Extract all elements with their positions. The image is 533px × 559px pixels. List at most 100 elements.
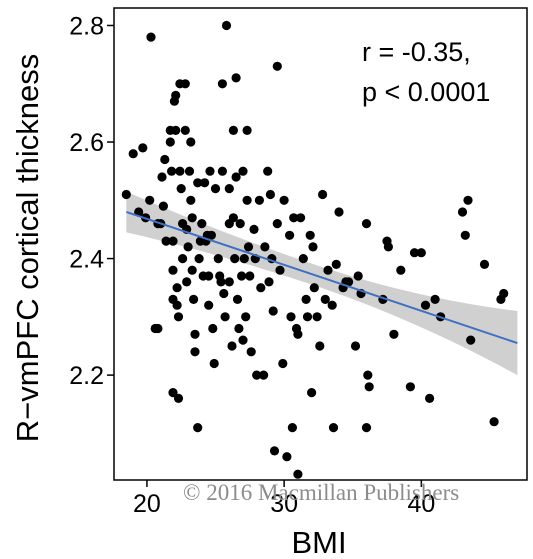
data-point	[228, 213, 238, 223]
data-point	[260, 242, 270, 252]
data-point	[173, 393, 184, 403]
data-point	[320, 294, 330, 304]
x-axis-title: BMI	[291, 525, 346, 559]
data-point	[176, 184, 186, 194]
data-point	[282, 452, 292, 462]
data-point	[425, 393, 435, 403]
data-point	[289, 213, 299, 223]
data-point	[168, 388, 178, 398]
data-point	[363, 370, 373, 380]
data-point	[268, 306, 278, 316]
data-point	[190, 329, 200, 339]
data-point	[167, 166, 177, 176]
data-point	[219, 288, 229, 299]
data-point	[293, 329, 303, 339]
x-axis: 20 30 40	[133, 480, 435, 518]
data-point	[254, 195, 264, 205]
data-point	[204, 300, 214, 310]
data-point	[308, 242, 318, 252]
data-point	[479, 259, 490, 269]
y-tick-label: 2.6	[69, 129, 104, 157]
regression-line	[126, 211, 518, 345]
data-point	[242, 125, 252, 135]
data-point	[157, 172, 167, 182]
data-point	[263, 166, 273, 176]
data-point	[209, 358, 219, 369]
data-point	[334, 207, 344, 217]
data-point	[285, 230, 295, 240]
p-value-annotation: p < 0.0001	[362, 77, 490, 107]
data-point	[361, 219, 372, 229]
data-point	[238, 166, 248, 176]
data-point	[315, 341, 325, 351]
data-point	[256, 283, 266, 293]
data-point	[265, 189, 275, 200]
data-point	[186, 137, 196, 147]
data-point	[172, 300, 182, 310]
data-point	[208, 323, 218, 334]
data-point	[175, 166, 185, 176]
data-point	[205, 166, 215, 176]
data-point	[172, 283, 182, 293]
data-point	[184, 166, 195, 176]
data-point	[193, 178, 203, 188]
data-point	[305, 230, 315, 240]
data-point	[301, 294, 311, 304]
data-point	[275, 265, 285, 275]
data-point	[186, 195, 196, 205]
data-point	[246, 347, 256, 357]
data-point	[183, 242, 193, 252]
data-point	[287, 423, 297, 433]
data-point	[298, 254, 308, 264]
data-point	[344, 277, 354, 287]
data-point	[389, 329, 399, 339]
data-point	[296, 213, 306, 223]
data-point	[168, 236, 178, 246]
data-point	[216, 277, 226, 287]
data-point	[420, 300, 431, 310]
data-point	[173, 312, 184, 322]
plot-area	[113, 7, 528, 481]
data-point	[350, 341, 361, 351]
data-point	[460, 230, 470, 240]
data-point	[383, 242, 393, 252]
data-point	[269, 446, 280, 456]
y-tick-label: 2.4	[69, 246, 104, 274]
data-point	[180, 125, 190, 135]
data-point	[213, 254, 223, 264]
data-point	[227, 341, 237, 351]
data-point	[210, 184, 221, 194]
y-axis-title: R−vmPFC cortical thickness	[10, 54, 45, 442]
data-point	[466, 335, 476, 345]
data-point	[259, 370, 269, 380]
x-tick-label: 40	[407, 490, 435, 518]
data-point	[220, 312, 230, 322]
data-point	[489, 417, 499, 427]
data-point	[243, 242, 254, 252]
data-point	[252, 370, 262, 380]
data-point	[193, 423, 203, 433]
confidence-band	[126, 191, 518, 376]
data-point	[235, 219, 245, 229]
data-point	[239, 254, 249, 264]
data-point	[165, 137, 175, 147]
data-point	[187, 213, 197, 223]
data-point	[171, 125, 181, 135]
data-point	[232, 294, 243, 304]
data-point	[231, 73, 241, 83]
data-point	[405, 382, 415, 392]
data-point	[331, 259, 341, 269]
data-point	[430, 294, 440, 304]
y-tick-label: 2.8	[69, 12, 104, 40]
data-point	[312, 312, 322, 322]
data-point	[189, 294, 199, 304]
data-point	[241, 312, 251, 322]
data-point	[180, 79, 190, 89]
data-point	[361, 423, 372, 433]
data-point	[353, 271, 363, 281]
data-point	[307, 388, 317, 398]
data-point	[416, 248, 426, 258]
data-point	[278, 358, 288, 369]
data-point	[194, 254, 204, 264]
